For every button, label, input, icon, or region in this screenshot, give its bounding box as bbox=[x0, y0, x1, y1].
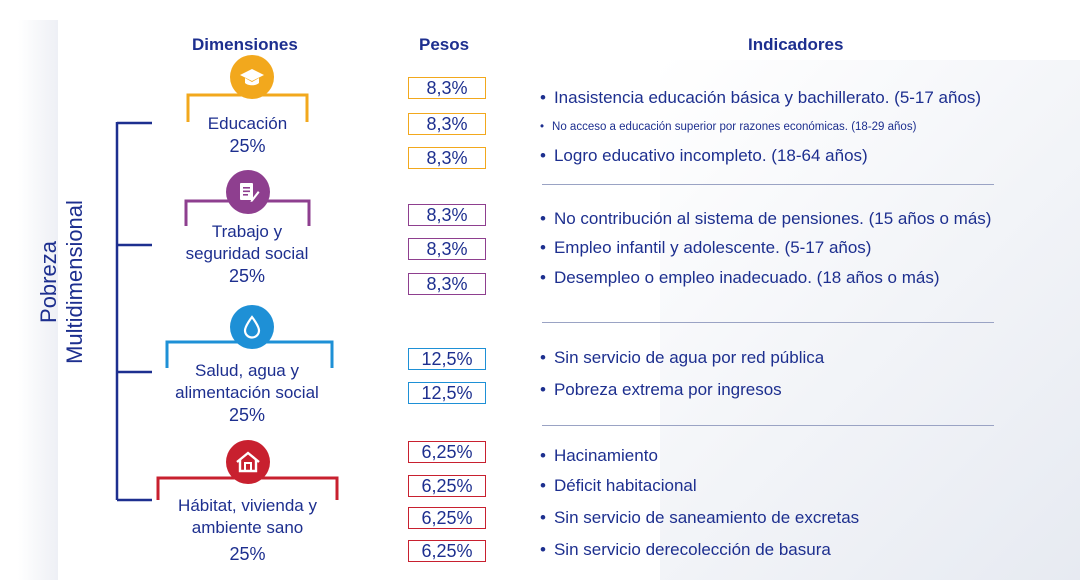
weight-box: 6,25% bbox=[408, 441, 486, 463]
document-pen-icon bbox=[226, 170, 270, 214]
weight-box: 12,5% bbox=[408, 348, 486, 370]
indicator-item: Logro educativo incompleto. (18-64 años) bbox=[540, 146, 868, 166]
header-dimensiones: Dimensiones bbox=[192, 35, 298, 54]
weight-box: 12,5% bbox=[408, 382, 486, 404]
house-icon bbox=[226, 440, 270, 484]
indicator-item: No contribución al sistema de pensiones.… bbox=[540, 209, 992, 229]
weight-box: 6,25% bbox=[408, 475, 486, 497]
dimension-habitat-label-1: Hábitat, vivienda y bbox=[178, 496, 317, 515]
indicator-item: Sin servicio de agua por red pública bbox=[540, 348, 824, 368]
graduation-cap-icon bbox=[230, 55, 274, 99]
weight-box: 8,3% bbox=[408, 147, 486, 169]
dimension-trabajo-label-1: Trabajo y bbox=[211, 222, 283, 241]
indicator-item: Sin servicio derecolección de basura bbox=[540, 540, 831, 560]
dimension-educacion-pct: 25% bbox=[229, 136, 266, 156]
indicator-item: Hacinamiento bbox=[540, 446, 658, 466]
dimension-habitat-pct: 25% bbox=[229, 544, 266, 564]
indicator-item: Sin servicio de saneamiento de excretas bbox=[540, 508, 859, 528]
indicator-separator bbox=[542, 322, 994, 323]
indicator-item: Déficit habitacional bbox=[540, 476, 697, 496]
dimension-habitat-label-2: ambiente sano bbox=[191, 518, 304, 537]
header-pesos: Pesos bbox=[419, 35, 470, 54]
dimension-salud: Salud, agua y alimentación social 25% bbox=[152, 360, 342, 426]
dimension-habitat: Hábitat, vivienda y ambiente sano 25% bbox=[150, 495, 345, 565]
weight-box: 8,3% bbox=[408, 238, 486, 260]
indicator-separator bbox=[542, 184, 994, 185]
header-indicadores: Indicadores bbox=[748, 35, 844, 54]
indicator-item: No acceso a educación superior por razon… bbox=[540, 117, 916, 137]
weight-box: 8,3% bbox=[408, 113, 486, 135]
dimension-trabajo-label-2: seguridad social bbox=[185, 244, 309, 263]
weight-box: 8,3% bbox=[408, 273, 486, 295]
weight-box: 8,3% bbox=[408, 204, 486, 226]
background-panel-left bbox=[18, 20, 58, 580]
dimension-salud-label-2: alimentación social bbox=[175, 383, 319, 402]
indicator-item: Pobreza extrema por ingresos bbox=[540, 380, 782, 400]
indicator-item: Empleo infantil y adolescente. (5-17 año… bbox=[540, 238, 872, 258]
indicator-item: Inasistencia educación básica y bachille… bbox=[540, 88, 981, 108]
dimension-educacion-label: Educación bbox=[207, 114, 288, 133]
dimension-salud-label-1: Salud, agua y bbox=[195, 361, 299, 380]
dimension-trabajo-pct: 25% bbox=[228, 266, 266, 286]
weight-box: 6,25% bbox=[408, 507, 486, 529]
indicator-separator bbox=[542, 425, 994, 426]
dimension-salud-pct: 25% bbox=[228, 405, 266, 425]
indicator-item: Desempleo o empleo inadecuado. (18 años … bbox=[540, 268, 940, 288]
dimension-trabajo: Trabajo y seguridad social 25% bbox=[162, 221, 332, 287]
dimension-educacion: Educación 25% bbox=[170, 113, 325, 157]
water-drop-icon bbox=[230, 305, 274, 349]
weight-box: 6,25% bbox=[408, 540, 486, 562]
weight-box: 8,3% bbox=[408, 77, 486, 99]
